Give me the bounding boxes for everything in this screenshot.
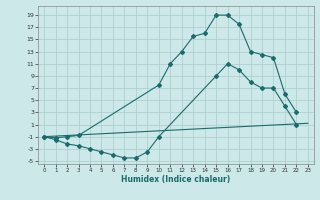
X-axis label: Humidex (Indice chaleur): Humidex (Indice chaleur): [121, 175, 231, 184]
